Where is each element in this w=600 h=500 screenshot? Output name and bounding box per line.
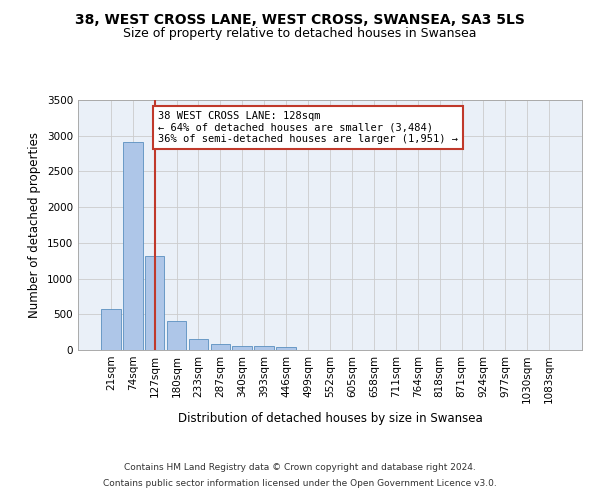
Text: Contains public sector information licensed under the Open Government Licence v3: Contains public sector information licen… [103,478,497,488]
Text: Contains HM Land Registry data © Crown copyright and database right 2024.: Contains HM Land Registry data © Crown c… [124,464,476,472]
Text: 38, WEST CROSS LANE, WEST CROSS, SWANSEA, SA3 5LS: 38, WEST CROSS LANE, WEST CROSS, SWANSEA… [75,12,525,26]
Bar [188,339,208,350]
Bar [276,347,296,350]
Bar [254,346,274,350]
Bar [101,310,121,350]
Bar [167,320,187,350]
X-axis label: Distribution of detached houses by size in Swansea: Distribution of detached houses by size … [178,412,482,425]
Text: 38 WEST CROSS LANE: 128sqm
← 64% of detached houses are smaller (3,484)
36% of s: 38 WEST CROSS LANE: 128sqm ← 64% of deta… [158,110,458,144]
Bar [145,256,164,350]
Bar [211,344,230,350]
Y-axis label: Number of detached properties: Number of detached properties [28,132,41,318]
Bar [232,346,252,350]
Bar [123,142,143,350]
Text: Size of property relative to detached houses in Swansea: Size of property relative to detached ho… [123,28,477,40]
